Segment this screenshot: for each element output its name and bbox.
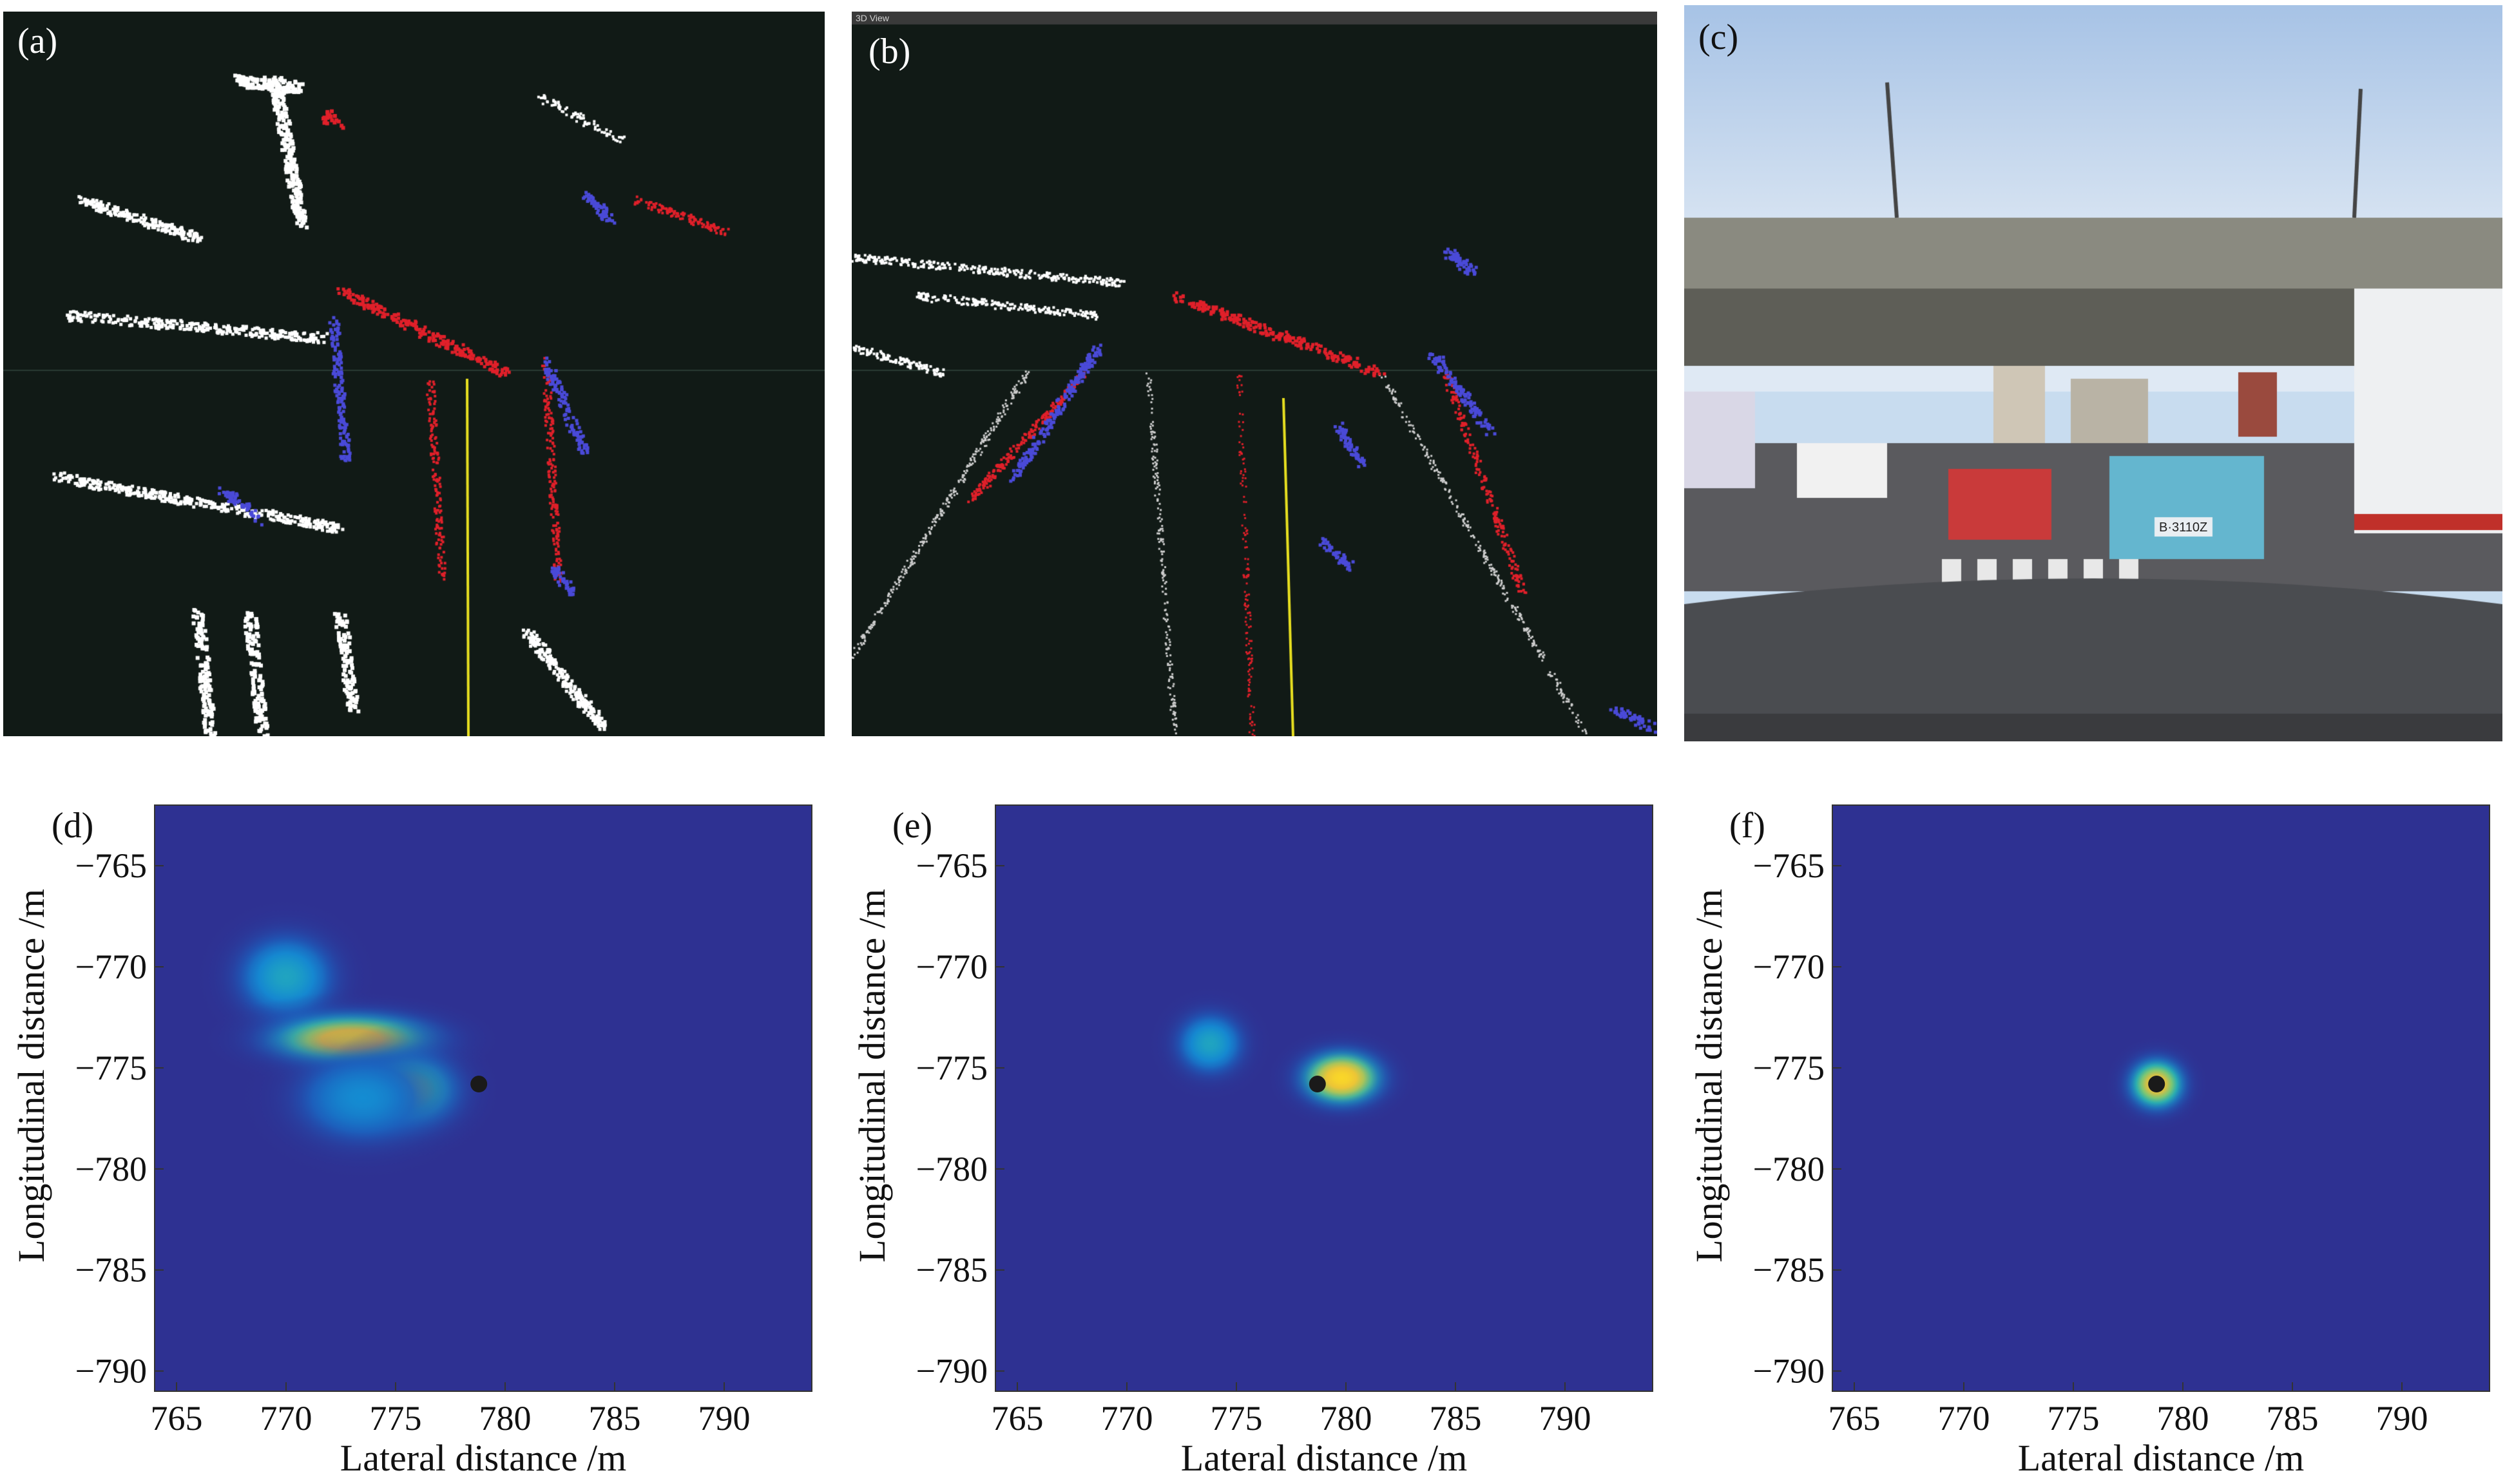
- heatmap-blob: [237, 1014, 488, 1183]
- x-tick-label: 765: [151, 1399, 203, 1438]
- license-plate: B·3110Z: [2159, 520, 2208, 535]
- target-position-dot: [2148, 1076, 2165, 1093]
- heatmap-chart-f: 765 770 775 780 785 790 −765 −770 −775 −780 −785 −7…: [1688, 804, 2490, 1479]
- y-tick-label: −785: [916, 1251, 988, 1289]
- heatmap-blob: [195, 898, 378, 1056]
- plot-frame: [154, 804, 812, 1392]
- panel-label: (d): [52, 806, 93, 846]
- x-tick-label: 770: [1101, 1399, 1153, 1438]
- y-tick-label: −780: [75, 1150, 147, 1188]
- plot-frame: [995, 804, 1653, 1392]
- x-tick-label: 780: [2157, 1399, 2209, 1438]
- heatmap-background: [155, 805, 812, 1391]
- y-tick-label: −775: [916, 1049, 988, 1087]
- heatmap-blob: [317, 1022, 500, 1159]
- window-title: 3D View: [856, 13, 889, 23]
- x-tick-label: 775: [370, 1399, 422, 1438]
- x-tick-label: 765: [1828, 1399, 1881, 1438]
- lidar-perspective-canvas: [852, 12, 1657, 736]
- heatmap-background: [1832, 805, 2490, 1391]
- x-tick-label: 790: [1539, 1399, 1591, 1438]
- x-tick-label: 770: [1938, 1399, 1990, 1438]
- y-tick-label: −785: [75, 1251, 147, 1289]
- target-position-dot: [470, 1076, 488, 1093]
- y-axis-label: Longitudinal distance /m: [10, 889, 52, 1262]
- y-tick-label: −770: [916, 947, 988, 986]
- heatmap-chart-d: 765 770 775 780 785 790 −765 −770 −775 −780 −785 −7…: [10, 804, 812, 1479]
- lidar-bev-canvas: [3, 12, 825, 736]
- x-tick-label: 785: [1430, 1399, 1482, 1438]
- y-tick-label: −780: [1753, 1150, 1825, 1188]
- y-tick-label: −765: [75, 846, 147, 885]
- y-tick-label: −765: [1753, 846, 1825, 885]
- target-position-dot: [1309, 1076, 1326, 1093]
- x-tick-label: 780: [1320, 1399, 1372, 1438]
- heatmap-background: [995, 805, 1653, 1391]
- x-tick-label: 785: [589, 1399, 641, 1438]
- y-axis-label: Longitudinal distance /m: [1688, 889, 1730, 1262]
- y-tick-label: −775: [1753, 1049, 1825, 1087]
- panel-label: (e): [892, 806, 932, 846]
- x-tick-label: 790: [2376, 1399, 2428, 1438]
- x-tick-label: 790: [698, 1399, 751, 1438]
- camera-scene-canvas: [1684, 5, 2502, 741]
- panel-label-a: (a): [17, 21, 58, 61]
- y-tick-label: −765: [916, 846, 988, 885]
- panel-c-camera-image: (c) B·3110Z: [1684, 5, 2502, 741]
- panel-label-c: (c): [1698, 17, 1739, 57]
- y-tick-label: −790: [75, 1352, 147, 1391]
- x-tick-label: 775: [1211, 1399, 1263, 1438]
- panel-a-lidar-bev: (a): [3, 12, 825, 736]
- y-tick-label: −790: [916, 1352, 988, 1391]
- plot-frame: [1832, 804, 2490, 1392]
- y-axis-label: Longitudinal distance /m: [851, 889, 893, 1262]
- x-axis-label: Lateral distance /m: [1181, 1437, 1467, 1479]
- heatmap-blob: [1267, 1028, 1416, 1128]
- y-tick-label: −780: [916, 1150, 988, 1188]
- heatmap-blob: [2105, 1036, 2208, 1132]
- y-tick-label: −785: [1753, 1251, 1825, 1289]
- panel-b-lidar-3d-view: 3D View (b): [852, 12, 1657, 736]
- x-axis-label: Lateral distance /m: [2018, 1437, 2304, 1479]
- x-tick-label: 785: [2267, 1399, 2319, 1438]
- y-tick-label: −770: [75, 947, 147, 986]
- x-tick-label: 780: [479, 1399, 532, 1438]
- panel-label: (f): [1729, 806, 1765, 846]
- y-tick-label: −775: [75, 1049, 147, 1087]
- y-tick-label: −790: [1753, 1352, 1825, 1391]
- x-tick-label: 765: [992, 1399, 1044, 1438]
- x-tick-label: 770: [260, 1399, 312, 1438]
- x-tick-label: 775: [2048, 1399, 2100, 1438]
- heatmap-blob: [1147, 985, 1273, 1102]
- heatmap-chart-e: 765 770 775 780 785 790 −765 −770 −775 −780 −785 −7…: [851, 804, 1653, 1479]
- panel-label-b: (b): [869, 32, 911, 71]
- heatmap-blob: [204, 992, 500, 1087]
- x-axis-label: Lateral distance /m: [340, 1437, 626, 1479]
- y-tick-label: −770: [1753, 947, 1825, 986]
